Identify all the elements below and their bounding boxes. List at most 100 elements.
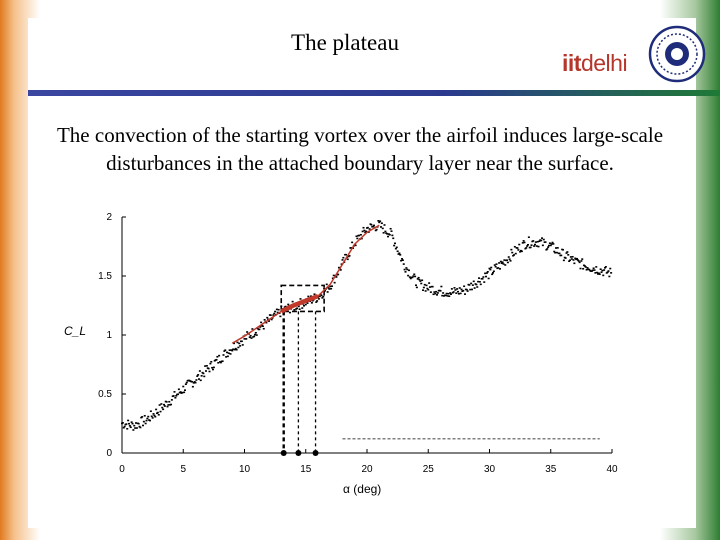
data-point	[397, 253, 400, 255]
data-point	[325, 283, 328, 286]
data-point	[320, 294, 323, 297]
data-point	[205, 370, 207, 372]
data-point	[296, 307, 298, 310]
data-point	[414, 275, 417, 278]
y-axis-label: C_L	[64, 324, 86, 338]
data-point	[565, 252, 568, 254]
data-point	[455, 292, 458, 294]
data-point	[456, 288, 459, 290]
data-point	[273, 312, 276, 315]
data-point	[607, 270, 610, 272]
data-point	[429, 286, 431, 288]
data-point	[610, 272, 613, 274]
data-point	[184, 389, 186, 391]
data-point	[403, 268, 406, 271]
data-point	[268, 320, 270, 322]
data-point	[212, 368, 214, 371]
data-point	[573, 262, 576, 265]
data-point	[542, 238, 545, 241]
data-point	[166, 405, 169, 408]
data-point	[284, 305, 287, 308]
data-point	[469, 288, 472, 291]
data-point	[158, 404, 161, 406]
data-point	[354, 244, 357, 247]
data-point	[507, 256, 510, 258]
data-point	[316, 300, 319, 302]
data-point	[333, 281, 336, 284]
data-point	[338, 266, 340, 269]
data-point	[364, 231, 367, 234]
data-point	[416, 278, 419, 280]
data-point	[569, 256, 572, 258]
data-point	[400, 259, 403, 262]
data-point	[510, 248, 513, 251]
data-point	[234, 347, 237, 350]
data-point	[216, 355, 219, 358]
data-point	[585, 268, 588, 271]
data-point	[457, 292, 460, 295]
fit-line	[231, 224, 380, 344]
data-point	[174, 396, 177, 399]
data-point	[198, 378, 200, 380]
data-point	[122, 426, 125, 429]
data-point	[254, 333, 256, 336]
data-point	[422, 289, 424, 291]
data-point	[387, 235, 389, 238]
data-point	[546, 248, 549, 250]
data-point	[571, 255, 574, 258]
data-point	[182, 385, 185, 388]
data-point	[210, 360, 213, 363]
data-point	[588, 268, 591, 271]
data-point	[519, 250, 522, 253]
data-point	[598, 273, 601, 276]
data-point	[332, 274, 335, 277]
x-tick-label: 10	[239, 464, 251, 475]
data-point	[477, 280, 480, 283]
data-point	[289, 311, 291, 314]
data-point	[460, 288, 463, 291]
x-tick-label: 30	[484, 464, 496, 475]
data-point	[384, 230, 387, 233]
data-point	[129, 426, 132, 429]
data-point	[322, 295, 325, 298]
data-point	[196, 375, 199, 377]
x-tick-label: 25	[423, 464, 435, 475]
data-point	[335, 276, 338, 278]
data-point	[499, 260, 502, 263]
data-point	[260, 321, 263, 324]
data-point	[239, 345, 242, 347]
data-point	[150, 415, 153, 418]
data-point	[200, 375, 203, 377]
data-point	[199, 379, 202, 382]
data-point	[522, 240, 525, 242]
data-point	[521, 242, 524, 244]
data-point	[192, 382, 195, 384]
data-point	[236, 341, 239, 344]
data-point	[258, 328, 261, 331]
plateau-fit-segment	[280, 293, 319, 314]
data-point	[492, 272, 494, 274]
data-point	[606, 271, 609, 273]
data-point	[428, 282, 431, 284]
data-point	[415, 284, 417, 287]
data-point	[128, 424, 131, 427]
data-point	[555, 247, 557, 249]
data-point	[501, 261, 504, 263]
data-point	[452, 291, 455, 293]
data-point	[535, 245, 538, 247]
data-point	[513, 245, 516, 248]
data-point	[412, 275, 415, 277]
data-point	[547, 246, 550, 248]
data-point	[608, 275, 611, 278]
marker-point	[312, 450, 319, 456]
data-point	[310, 302, 313, 304]
data-point	[153, 414, 156, 417]
slide-body-text: The convection of the starting vortex ov…	[56, 123, 664, 175]
data-point	[144, 422, 147, 425]
data-point	[560, 254, 563, 257]
data-point	[226, 351, 228, 354]
data-point	[533, 245, 536, 247]
data-point	[211, 366, 214, 369]
data-point	[232, 348, 235, 351]
data-point	[516, 247, 519, 249]
